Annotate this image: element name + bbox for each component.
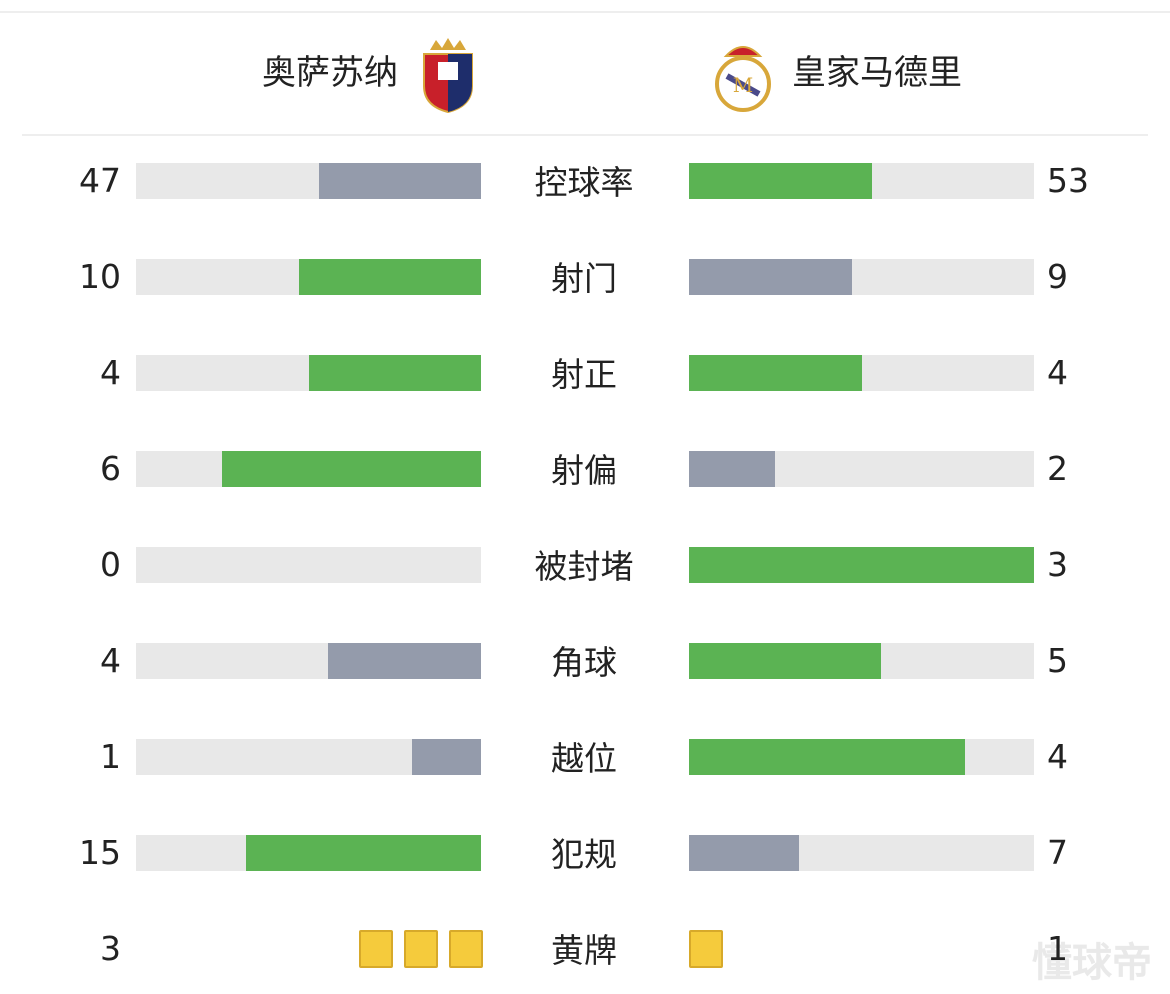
home-team-logo bbox=[423, 38, 473, 114]
away-team-name: 皇家马德里 bbox=[792, 53, 962, 93]
away-bar bbox=[689, 835, 799, 871]
stat-label: 犯规 bbox=[551, 835, 617, 874]
home-track bbox=[136, 355, 481, 391]
home-track bbox=[136, 547, 481, 583]
stat-label: 控球率 bbox=[534, 163, 634, 202]
home-value: 4 bbox=[100, 353, 121, 392]
stat-label: 角球 bbox=[551, 643, 617, 682]
away-value: 9 bbox=[1047, 257, 1068, 296]
home-value: 4 bbox=[100, 641, 121, 680]
home-track bbox=[136, 163, 481, 199]
away-track bbox=[689, 643, 1034, 679]
home-track bbox=[136, 259, 481, 295]
home-track bbox=[136, 835, 481, 871]
home-track bbox=[136, 451, 481, 487]
away-bar bbox=[689, 259, 853, 295]
home-track bbox=[136, 739, 481, 775]
away-team-logo: M bbox=[715, 46, 771, 112]
top-divider bbox=[0, 11, 1170, 13]
home-value: 0 bbox=[100, 545, 121, 584]
watermark: 懂球帝 bbox=[1032, 940, 1152, 986]
stat-label: 射门 bbox=[551, 259, 617, 298]
home-value: 10 bbox=[79, 257, 121, 296]
home-bar bbox=[327, 643, 481, 679]
home-value: 1 bbox=[100, 737, 121, 776]
home-track bbox=[136, 643, 481, 679]
stat-label: 射偏 bbox=[551, 451, 617, 490]
home-value: 3 bbox=[100, 929, 121, 968]
home-bar bbox=[222, 451, 481, 487]
away-bar bbox=[689, 355, 862, 391]
away-value: 4 bbox=[1047, 737, 1068, 776]
away-track bbox=[689, 451, 1034, 487]
away-track bbox=[689, 355, 1034, 391]
stat-label: 被封堵 bbox=[534, 547, 634, 586]
home-yellow-card bbox=[404, 930, 438, 968]
away-track bbox=[689, 835, 1034, 871]
away-bar bbox=[689, 547, 1034, 583]
away-value: 3 bbox=[1047, 545, 1068, 584]
away-value: 2 bbox=[1047, 449, 1068, 488]
home-bar bbox=[299, 259, 481, 295]
away-bar bbox=[689, 163, 872, 199]
away-track bbox=[689, 547, 1034, 583]
stat-label: 黄牌 bbox=[551, 931, 617, 970]
away-value: 7 bbox=[1047, 833, 1068, 872]
home-bar bbox=[245, 835, 481, 871]
home-value: 6 bbox=[100, 449, 121, 488]
header-divider bbox=[22, 134, 1148, 136]
away-track bbox=[689, 163, 1034, 199]
away-yellow-card bbox=[689, 930, 723, 968]
stat-label: 射正 bbox=[551, 355, 617, 394]
home-yellow-card bbox=[359, 930, 393, 968]
home-yellow-card bbox=[449, 930, 483, 968]
away-value: 1 bbox=[1047, 929, 1068, 968]
away-track bbox=[689, 259, 1034, 295]
home-value: 47 bbox=[79, 161, 121, 200]
svg-text:M: M bbox=[733, 73, 753, 97]
away-value: 5 bbox=[1047, 641, 1068, 680]
away-bar bbox=[689, 643, 881, 679]
home-bar bbox=[308, 355, 481, 391]
away-bar bbox=[689, 451, 776, 487]
away-track bbox=[689, 739, 1034, 775]
away-value: 4 bbox=[1047, 353, 1068, 392]
away-bar bbox=[689, 739, 965, 775]
home-team-name: 奥萨苏纳 bbox=[262, 53, 398, 93]
home-bar bbox=[412, 739, 481, 775]
home-bar bbox=[318, 163, 481, 199]
away-value: 53 bbox=[1047, 161, 1089, 200]
home-value: 15 bbox=[79, 833, 121, 872]
stat-label: 越位 bbox=[551, 739, 617, 778]
